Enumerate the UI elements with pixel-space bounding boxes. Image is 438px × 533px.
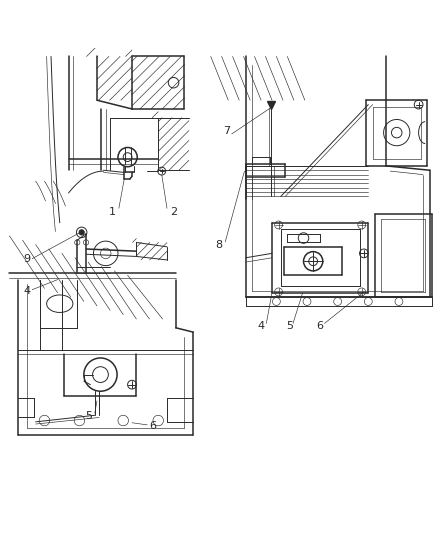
Text: 4: 4	[23, 286, 31, 296]
Text: 1: 1	[109, 207, 116, 217]
Text: 4: 4	[257, 321, 264, 332]
Text: 5: 5	[286, 321, 292, 332]
Circle shape	[79, 230, 84, 235]
Text: 8: 8	[215, 240, 222, 251]
Text: 2: 2	[170, 207, 177, 217]
Text: 6: 6	[315, 321, 322, 332]
Text: 7: 7	[223, 126, 230, 136]
Text: 6: 6	[149, 421, 156, 431]
Text: 5: 5	[85, 411, 92, 421]
Text: 9: 9	[23, 254, 31, 264]
